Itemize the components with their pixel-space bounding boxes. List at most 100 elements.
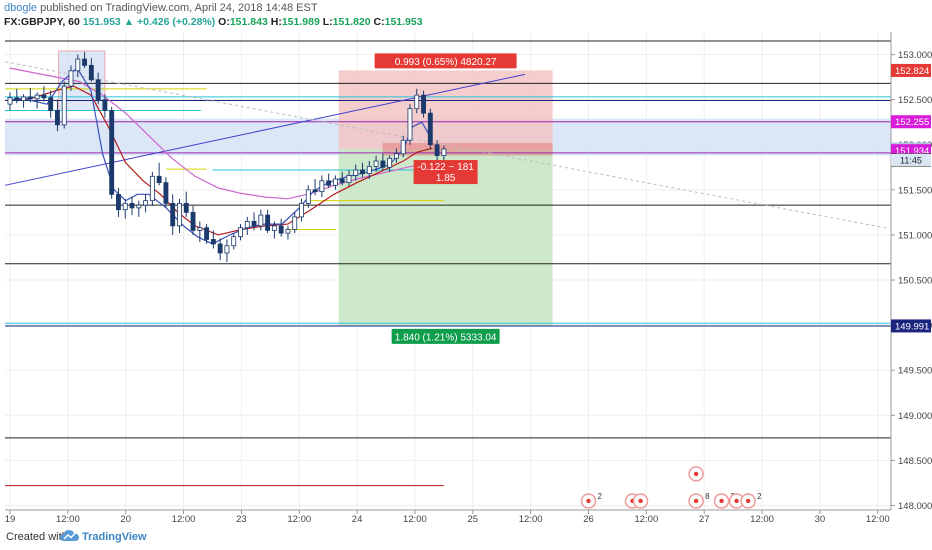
- candle[interactable]: [441, 145, 447, 161]
- candle-body[interactable]: [373, 160, 379, 167]
- candle[interactable]: [95, 72, 101, 105]
- candle[interactable]: [299, 198, 304, 222]
- candle-body[interactable]: [231, 236, 237, 247]
- candle[interactable]: [427, 108, 433, 150]
- candle[interactable]: [61, 81, 67, 129]
- candle-body[interactable]: [7, 97, 13, 105]
- candle[interactable]: [190, 206, 196, 235]
- candle[interactable]: [143, 194, 149, 213]
- author-link[interactable]: dbogle: [4, 2, 38, 14]
- candle[interactable]: [251, 212, 257, 231]
- candle-body[interactable]: [122, 202, 128, 211]
- candle-body[interactable]: [427, 112, 433, 146]
- candle-body[interactable]: [441, 148, 447, 156]
- candle[interactable]: [88, 58, 94, 82]
- candle-body[interactable]: [224, 245, 230, 254]
- candle[interactable]: [75, 54, 81, 78]
- price-axis[interactable]: 153.000152.500152.000151.500151.000150.5…: [891, 50, 932, 512]
- candle-body[interactable]: [366, 165, 372, 174]
- candle-body[interactable]: [116, 193, 121, 211]
- candles[interactable]: [7, 51, 447, 262]
- candle-body[interactable]: [414, 94, 420, 110]
- candle[interactable]: [400, 135, 406, 158]
- event-marker[interactable]: 2: [580, 492, 603, 509]
- candle-body[interactable]: [156, 175, 162, 184]
- candle[interactable]: [366, 160, 372, 180]
- candle-body[interactable]: [170, 202, 176, 227]
- candle[interactable]: [156, 162, 162, 186]
- candle[interactable]: [326, 173, 332, 189]
- candle-body[interactable]: [197, 227, 203, 231]
- candle-body[interactable]: [204, 227, 210, 240]
- candle[interactable]: [387, 155, 393, 172]
- candle[interactable]: [339, 171, 345, 186]
- candle-body[interactable]: [61, 85, 67, 126]
- candle-body[interactable]: [14, 97, 20, 101]
- candle[interactable]: [136, 200, 142, 217]
- candle[interactable]: [14, 88, 20, 104]
- candle-body[interactable]: [95, 79, 101, 101]
- candle[interactable]: [109, 106, 115, 199]
- candle-body[interactable]: [319, 180, 325, 193]
- candle-body[interactable]: [387, 157, 393, 168]
- candle[interactable]: [48, 90, 54, 118]
- economic-events[interactable]: 28212: [580, 466, 763, 509]
- candle[interactable]: [414, 88, 420, 114]
- candle-body[interactable]: [305, 189, 311, 204]
- candle[interactable]: [21, 94, 26, 108]
- candle[interactable]: [116, 188, 121, 217]
- candle[interactable]: [393, 148, 399, 163]
- event-marker[interactable]: [688, 466, 704, 482]
- candle-body[interactable]: [271, 225, 277, 231]
- candle-body[interactable]: [265, 214, 271, 231]
- candle-body[interactable]: [48, 97, 54, 111]
- candle-body[interactable]: [353, 169, 359, 176]
- candle[interactable]: [177, 198, 182, 234]
- candle[interactable]: [258, 209, 264, 231]
- candle[interactable]: [353, 164, 359, 181]
- candle-body[interactable]: [244, 220, 250, 229]
- symbol-label[interactable]: FX:GBPJPY, 60: [4, 16, 80, 28]
- candle-body[interactable]: [326, 180, 332, 186]
- candle[interactable]: [380, 153, 386, 170]
- candle[interactable]: [68, 65, 74, 91]
- candle-body[interactable]: [339, 178, 345, 184]
- candle[interactable]: [285, 225, 291, 240]
- candle-body[interactable]: [360, 169, 365, 174]
- time-axis[interactable]: 19 12:00 20 12:00 23 12:00 24 12:00 25 12:00 26 12:…: [5, 510, 890, 525]
- candle-body[interactable]: [68, 70, 74, 87]
- event-marker[interactable]: 8: [688, 492, 710, 509]
- candle-body[interactable]: [177, 202, 182, 227]
- candle-body[interactable]: [75, 58, 81, 72]
- candle[interactable]: [360, 162, 365, 178]
- candle-body[interactable]: [217, 243, 223, 254]
- candle[interactable]: [82, 51, 88, 69]
- candle[interactable]: [163, 177, 169, 208]
- candle[interactable]: [217, 238, 223, 261]
- candle[interactable]: [102, 94, 108, 118]
- candle-body[interactable]: [332, 178, 338, 186]
- candle[interactable]: [122, 198, 128, 219]
- candle-body[interactable]: [421, 94, 426, 114]
- candle[interactable]: [238, 224, 243, 241]
- candle-body[interactable]: [109, 110, 115, 195]
- candle-body[interactable]: [27, 96, 33, 100]
- price-chart[interactable]: 0.993 (0.65%) 4820.27 1.840 (1.21%) 5333.…: [0, 32, 932, 526]
- candle-body[interactable]: [285, 229, 291, 234]
- candle-body[interactable]: [82, 58, 88, 66]
- candle[interactable]: [170, 194, 176, 235]
- brand-label[interactable]: TradingView: [82, 531, 147, 543]
- candle[interactable]: [55, 99, 60, 132]
- candle-body[interactable]: [210, 239, 216, 245]
- candle-body[interactable]: [21, 96, 26, 101]
- candle[interactable]: [34, 92, 40, 109]
- candle[interactable]: [7, 92, 13, 111]
- candle-body[interactable]: [292, 216, 298, 230]
- candle[interactable]: [149, 171, 155, 207]
- candle-body[interactable]: [143, 200, 149, 206]
- event-marker[interactable]: [632, 493, 649, 509]
- candle-body[interactable]: [102, 99, 108, 111]
- candle[interactable]: [224, 239, 230, 262]
- candle-body[interactable]: [299, 202, 304, 218]
- candle[interactable]: [305, 185, 311, 208]
